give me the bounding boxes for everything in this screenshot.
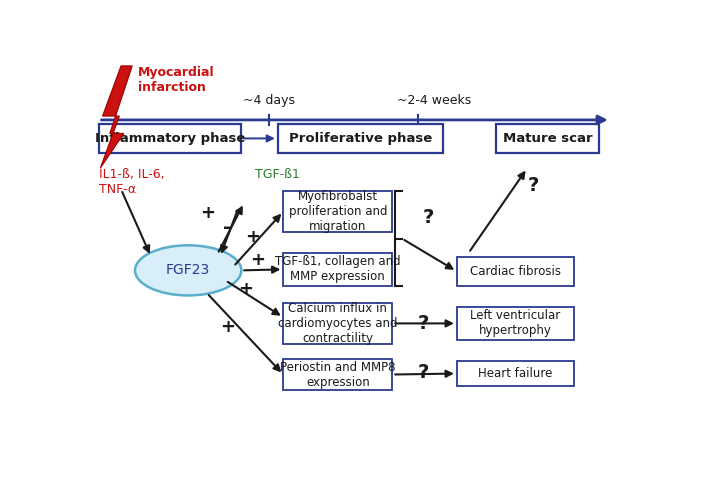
Text: Proliferative phase: Proliferative phase: [289, 132, 432, 145]
Text: Inflammatory phase: Inflammatory phase: [95, 132, 245, 145]
Text: +: +: [238, 280, 253, 298]
Text: ?: ?: [423, 208, 435, 227]
FancyBboxPatch shape: [457, 257, 574, 286]
Text: Periostin and MMP8
expression: Periostin and MMP8 expression: [280, 361, 396, 388]
Text: ?: ?: [417, 363, 429, 382]
Text: Heart failure: Heart failure: [478, 367, 553, 380]
Text: Mature scar: Mature scar: [503, 132, 593, 145]
Text: FGF23: FGF23: [166, 264, 210, 278]
FancyBboxPatch shape: [457, 307, 574, 340]
FancyBboxPatch shape: [496, 124, 599, 153]
Ellipse shape: [135, 245, 241, 296]
FancyBboxPatch shape: [283, 303, 393, 344]
FancyBboxPatch shape: [278, 124, 443, 153]
Text: Myocardial
infarction: Myocardial infarction: [138, 66, 214, 94]
Text: ~2-4 weeks: ~2-4 weeks: [397, 94, 471, 107]
Text: +: +: [251, 252, 266, 270]
Text: +: +: [245, 228, 260, 246]
Text: ?: ?: [417, 314, 429, 333]
FancyBboxPatch shape: [457, 361, 574, 386]
FancyBboxPatch shape: [283, 359, 393, 390]
Text: +: +: [200, 204, 215, 222]
Text: ~4 days: ~4 days: [243, 94, 295, 107]
Text: Left ventricular
hypertrophy: Left ventricular hypertrophy: [471, 310, 561, 337]
Text: IL1-ß, IL-6,
TNF-α: IL1-ß, IL-6, TNF-α: [99, 168, 165, 196]
Text: Myofibrobalst
proliferation and
migration: Myofibrobalst proliferation and migratio…: [289, 190, 387, 233]
FancyBboxPatch shape: [283, 253, 393, 286]
FancyBboxPatch shape: [99, 124, 241, 153]
Text: Calcium influx in
cardiomyocytes and
contractility: Calcium influx in cardiomyocytes and con…: [278, 302, 398, 345]
Text: +: +: [219, 318, 235, 336]
Text: -: -: [223, 217, 231, 236]
Text: TGF-ß1: TGF-ß1: [256, 168, 300, 181]
Polygon shape: [100, 66, 132, 168]
Text: Cardiac fibrosis: Cardiac fibrosis: [470, 265, 561, 278]
FancyBboxPatch shape: [283, 191, 393, 232]
Text: ?: ?: [528, 176, 539, 195]
Text: TGF-ß1, collagen and
MMP expression: TGF-ß1, collagen and MMP expression: [275, 256, 401, 284]
